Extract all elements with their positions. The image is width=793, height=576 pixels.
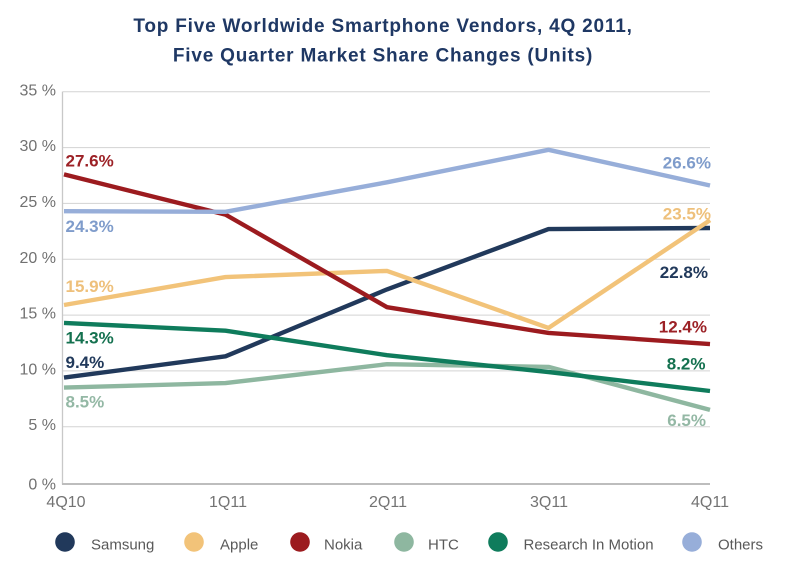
svg-text:5 %: 5 %: [28, 417, 56, 434]
svg-text:26.6%: 26.6%: [663, 153, 711, 172]
svg-text:12.4%: 12.4%: [659, 317, 707, 336]
svg-text:8.2%: 8.2%: [667, 355, 706, 374]
svg-text:15.9%: 15.9%: [66, 277, 114, 296]
svg-text:24.3%: 24.3%: [66, 217, 114, 236]
svg-text:25 %: 25 %: [20, 194, 56, 211]
svg-text:3Q11: 3Q11: [530, 494, 568, 511]
svg-text:Others: Others: [718, 537, 763, 554]
svg-text:30 %: 30 %: [20, 138, 56, 155]
svg-text:20 %: 20 %: [20, 250, 56, 267]
svg-text:Samsung: Samsung: [91, 537, 154, 554]
svg-text:10 %: 10 %: [20, 361, 56, 378]
svg-text:6.5%: 6.5%: [667, 411, 706, 430]
svg-text:9.4%: 9.4%: [66, 353, 105, 372]
svg-text:27.6%: 27.6%: [66, 152, 114, 171]
svg-text:22.8%: 22.8%: [660, 263, 708, 282]
svg-text:Five Quarter Market Share Chan: Five Quarter Market Share Changes (Units…: [173, 46, 593, 67]
svg-text:2Q11: 2Q11: [369, 494, 407, 511]
svg-text:1Q11: 1Q11: [209, 494, 247, 511]
svg-text:Research In Motion: Research In Motion: [524, 537, 654, 554]
svg-text:Top Five Worldwide Smartphone: Top Five Worldwide Smartphone Vendors, 4…: [133, 16, 632, 37]
svg-text:8.5%: 8.5%: [66, 392, 105, 411]
svg-text:15 %: 15 %: [20, 306, 56, 323]
svg-text:Nokia: Nokia: [324, 537, 363, 554]
svg-text:4Q11: 4Q11: [691, 494, 729, 511]
svg-text:4Q10: 4Q10: [46, 494, 85, 511]
svg-text:Apple: Apple: [220, 537, 258, 554]
svg-text:14.3%: 14.3%: [66, 329, 114, 348]
svg-text:0 %: 0 %: [28, 476, 56, 493]
svg-text:HTC: HTC: [428, 537, 459, 554]
svg-text:23.5%: 23.5%: [663, 204, 711, 223]
svg-text:35 %: 35 %: [20, 82, 56, 99]
